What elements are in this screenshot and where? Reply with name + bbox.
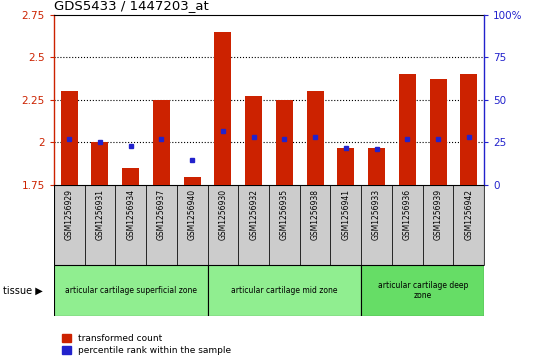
Bar [269, 185, 300, 265]
Bar [430, 79, 447, 185]
Text: GSM1256929: GSM1256929 [65, 189, 74, 240]
Legend: transformed count, percentile rank within the sample: transformed count, percentile rank withi… [58, 331, 235, 359]
Bar [91, 143, 108, 185]
Bar [307, 91, 323, 185]
Bar [215, 32, 231, 185]
Text: GSM1256941: GSM1256941 [341, 189, 350, 240]
Text: articular cartilage deep
zone: articular cartilage deep zone [378, 281, 468, 300]
Text: GSM1256940: GSM1256940 [188, 189, 197, 240]
Bar [208, 185, 238, 265]
Text: articular cartilage mid zone: articular cartilage mid zone [231, 286, 338, 295]
Bar [54, 265, 208, 316]
Bar [454, 185, 484, 265]
Text: articular cartilage superficial zone: articular cartilage superficial zone [65, 286, 197, 295]
Bar [368, 148, 385, 185]
Bar [276, 100, 293, 185]
Bar [84, 185, 115, 265]
Bar [208, 265, 361, 316]
Bar [122, 168, 139, 185]
Text: GSM1256930: GSM1256930 [218, 189, 228, 240]
Text: GSM1256934: GSM1256934 [126, 189, 135, 240]
Bar [238, 185, 269, 265]
Text: GSM1256937: GSM1256937 [157, 189, 166, 240]
Bar [300, 185, 330, 265]
Bar [392, 185, 423, 265]
Bar [54, 185, 84, 265]
Bar [461, 74, 477, 185]
Bar [361, 265, 484, 316]
Bar [146, 185, 177, 265]
Bar [177, 185, 208, 265]
Text: GSM1256932: GSM1256932 [249, 189, 258, 240]
Bar [399, 74, 416, 185]
Text: tissue ▶: tissue ▶ [3, 285, 43, 295]
Text: GSM1256942: GSM1256942 [464, 189, 473, 240]
Text: GSM1256939: GSM1256939 [434, 189, 443, 240]
Bar [423, 185, 454, 265]
Bar [115, 185, 146, 265]
Bar [330, 185, 361, 265]
Bar [61, 91, 77, 185]
Bar [337, 148, 355, 185]
Bar [361, 185, 392, 265]
Bar [153, 100, 170, 185]
Text: GSM1256931: GSM1256931 [95, 189, 104, 240]
Bar [183, 176, 201, 185]
Text: GSM1256936: GSM1256936 [403, 189, 412, 240]
Bar [245, 97, 262, 185]
Text: GSM1256933: GSM1256933 [372, 189, 381, 240]
Text: GDS5433 / 1447203_at: GDS5433 / 1447203_at [54, 0, 209, 12]
Text: GSM1256935: GSM1256935 [280, 189, 289, 240]
Text: GSM1256938: GSM1256938 [310, 189, 320, 240]
